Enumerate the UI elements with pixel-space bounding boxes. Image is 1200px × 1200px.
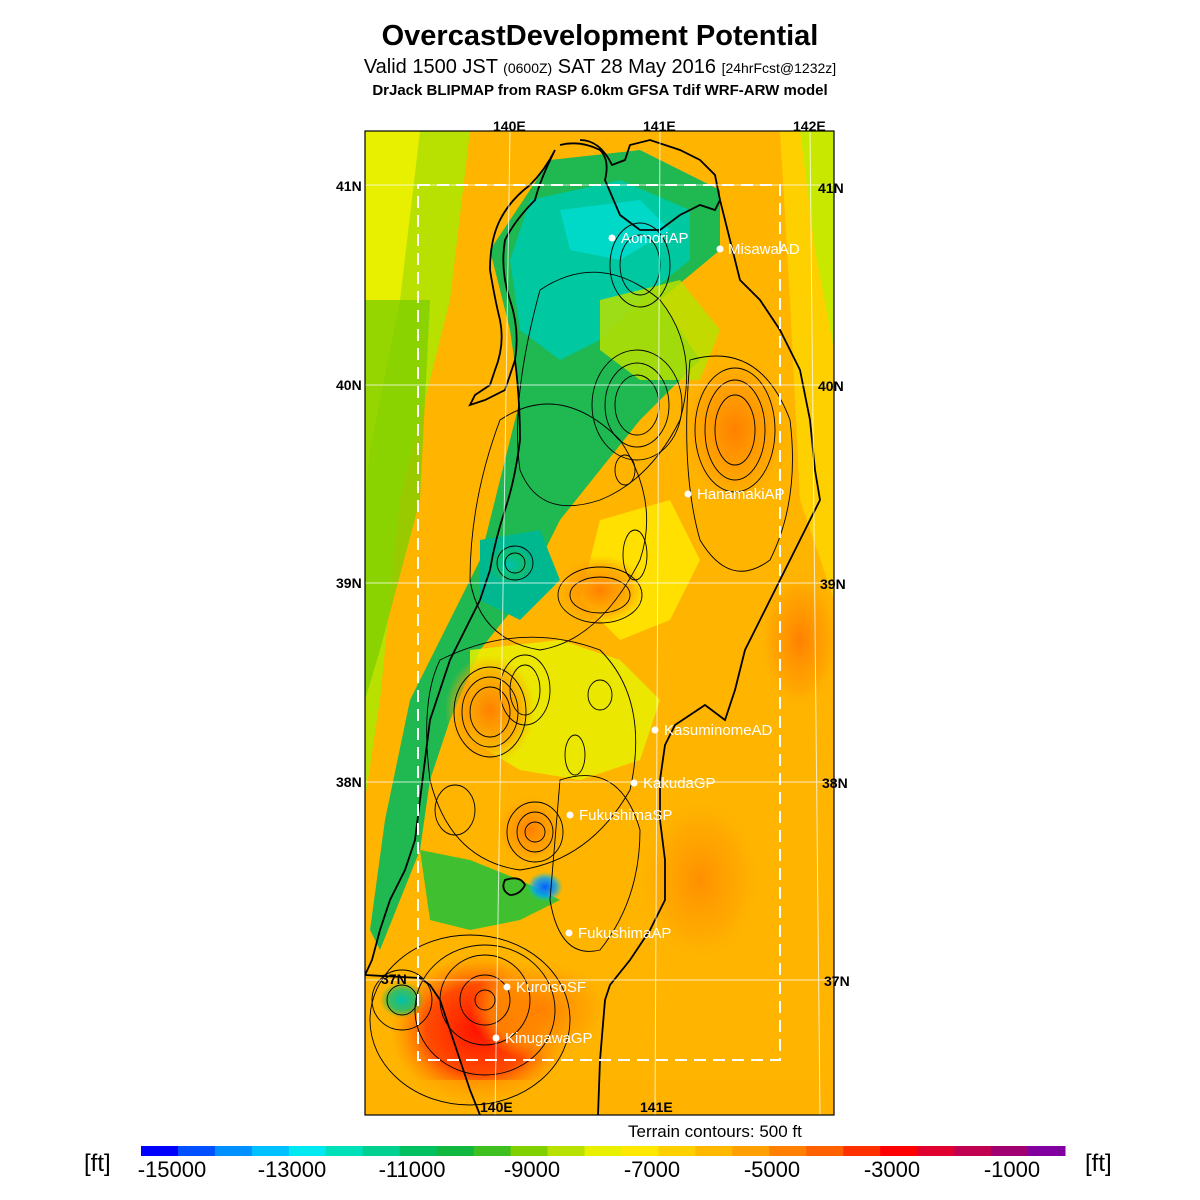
colorbar-tick-label: -9000 bbox=[503, 1157, 561, 1182]
colorbar-swatch bbox=[251, 1146, 290, 1156]
colorbar-unit-left: [ft] bbox=[84, 1150, 111, 1177]
station-label: FukushimaSP bbox=[579, 807, 673, 824]
colorbar-swatch bbox=[1028, 1146, 1066, 1156]
lon-label-top: 142E bbox=[793, 118, 826, 134]
colorbar-swatch bbox=[362, 1146, 401, 1156]
lat-label-left: 41N bbox=[336, 178, 362, 194]
map-frame bbox=[364, 130, 835, 1116]
colorbar-tick-label: -3000 bbox=[863, 1157, 921, 1182]
colorbar-swatch bbox=[806, 1146, 844, 1156]
colorbar bbox=[141, 1146, 1066, 1156]
lon-label-top: 140E bbox=[493, 118, 526, 134]
lat-label-left: 38N bbox=[336, 774, 362, 790]
utc-time: (0600Z) bbox=[503, 60, 553, 76]
colorbar-swatch bbox=[547, 1146, 586, 1156]
colorbar-swatch bbox=[473, 1146, 512, 1156]
model-description: DrJack BLIPMAP from RASP 6.0km GFSA Tdif… bbox=[372, 82, 828, 99]
station-label: KakudaGP bbox=[643, 775, 716, 792]
colorbar-swatch bbox=[991, 1146, 1029, 1156]
colorbar-tick-label: -5000 bbox=[743, 1157, 801, 1182]
colorbar-swatch bbox=[695, 1146, 733, 1156]
colorbar-swatch bbox=[141, 1146, 179, 1156]
colorbar-swatch bbox=[843, 1146, 881, 1156]
lon-label-bottom: 141E bbox=[640, 1099, 673, 1115]
lat-label-left: 40N bbox=[336, 377, 362, 393]
colorbar-tick-label: -11000 bbox=[378, 1157, 446, 1182]
lat-label-right: 41N bbox=[818, 180, 844, 196]
map-title: OvercastDevelopment Potential bbox=[381, 20, 819, 52]
station-label: AomoriAP bbox=[621, 230, 689, 247]
station-label: HanamakiAP bbox=[697, 486, 785, 503]
valid-date: SAT 28 May 2016 bbox=[552, 56, 722, 78]
colorbar-swatch bbox=[436, 1146, 475, 1156]
colorbar-swatch bbox=[880, 1146, 918, 1156]
colorbar-swatch bbox=[658, 1146, 696, 1156]
colorbar-tick-label: -7000 bbox=[623, 1157, 681, 1182]
lat-lon-grid bbox=[365, 131, 834, 1115]
colorbar-swatch bbox=[288, 1146, 327, 1156]
colorbar-swatch bbox=[510, 1146, 549, 1156]
forecast-info: [24hrFcst@1232z] bbox=[721, 60, 837, 76]
colorbar-swatch bbox=[732, 1146, 770, 1156]
lat-label-right: 37N bbox=[824, 973, 850, 989]
colorbar-tick-label: -1000 bbox=[983, 1157, 1041, 1182]
colorbar-swatch bbox=[621, 1146, 659, 1156]
lat-label-left: 39N bbox=[336, 575, 362, 591]
valid-time-subtitle: Valid 1500 JST (0600Z) SAT 28 May 2016 [… bbox=[0, 56, 1200, 79]
station-label: MisawaAD bbox=[728, 241, 800, 258]
station-label: KuroisoSF bbox=[516, 979, 587, 996]
lat-label-right: 40N bbox=[818, 378, 844, 394]
station-label: FukushimaAP bbox=[578, 925, 672, 942]
lat-label-left: 37N bbox=[381, 971, 407, 987]
lon-label-bottom: 140E bbox=[480, 1099, 513, 1115]
colorbar-swatch bbox=[177, 1146, 216, 1156]
lon-label-top: 141E bbox=[643, 118, 676, 134]
lat-label-right: 38N bbox=[822, 775, 848, 791]
field-shading bbox=[365, 131, 834, 1115]
colorbar-swatch bbox=[325, 1146, 364, 1156]
colorbar-swatch bbox=[917, 1146, 955, 1156]
colorbar-swatch bbox=[399, 1146, 438, 1156]
colorbar-swatch bbox=[769, 1146, 807, 1156]
colorbar-tick-label: -15000 bbox=[137, 1157, 207, 1182]
station-markers bbox=[492, 234, 724, 1042]
lat-label-right: 39N bbox=[820, 576, 846, 592]
station-label: KasuminomeAD bbox=[664, 722, 773, 739]
station-label: KinugawaGP bbox=[505, 1030, 593, 1047]
colorbar-tick-label: -13000 bbox=[257, 1157, 327, 1182]
colorbar-swatch bbox=[954, 1146, 992, 1156]
inner-domain-box bbox=[417, 184, 781, 1061]
terrain-contour-note: Terrain contours: 500 ft bbox=[628, 1122, 802, 1141]
coastline bbox=[365, 139, 821, 1115]
colorbar-swatch bbox=[584, 1146, 622, 1156]
colorbar-unit-right: [ft] bbox=[1085, 1150, 1112, 1177]
valid-prefix: Valid 1500 JST bbox=[363, 56, 504, 78]
colorbar-swatch bbox=[214, 1146, 253, 1156]
